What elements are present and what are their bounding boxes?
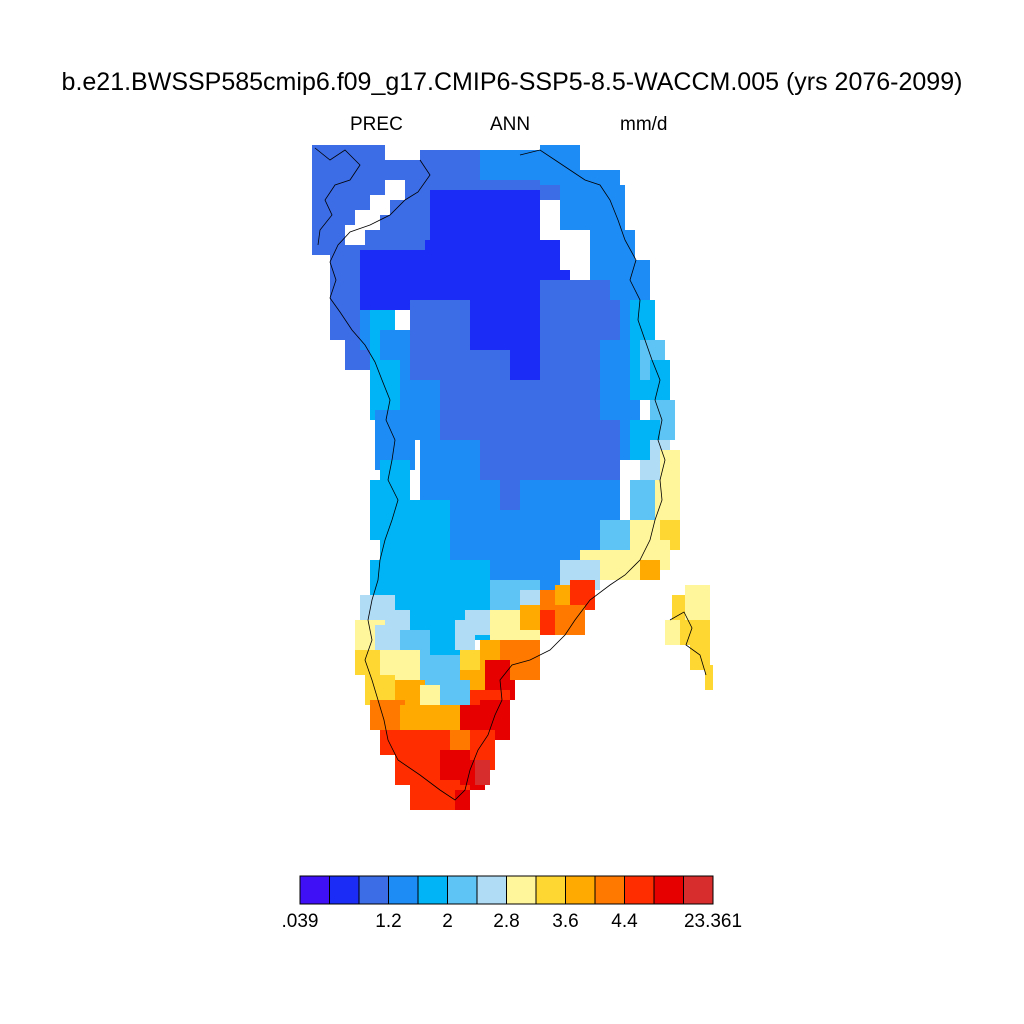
colorbar-swatch xyxy=(447,875,478,905)
colorbar-tick-label: 23.361 xyxy=(683,911,743,932)
colorbar xyxy=(299,875,714,905)
precip-cell xyxy=(475,760,490,785)
precip-cell xyxy=(705,665,713,690)
colorbar-tick-label: 2.8 xyxy=(493,911,520,932)
precip-cell xyxy=(370,700,405,730)
colorbar-tick-label: .039 xyxy=(281,911,319,932)
precip-cell xyxy=(640,560,660,580)
units-label: mm/d xyxy=(620,114,668,135)
colorbar-tick-label: 1.2 xyxy=(375,911,402,932)
precip-cell xyxy=(555,605,585,635)
colorbar-swatch xyxy=(476,875,507,905)
precip-cell xyxy=(600,520,630,550)
colorbar-swatch xyxy=(506,875,537,905)
precip-cell xyxy=(345,225,365,245)
colorbar-swatch xyxy=(329,875,360,905)
precip-cell xyxy=(660,450,680,480)
colorbar-tick-label: 2 xyxy=(442,911,453,932)
coastline xyxy=(314,147,707,801)
precip-cell xyxy=(680,620,710,645)
season-label: ANN xyxy=(490,114,531,135)
precip-cell xyxy=(685,585,710,620)
precip-cell xyxy=(510,650,540,680)
colorbar-swatch xyxy=(683,875,714,905)
colorbar-tick-label: 4.4 xyxy=(611,911,638,932)
precip-cell xyxy=(630,480,655,520)
precip-cell xyxy=(380,730,420,755)
precip-cell xyxy=(400,705,430,730)
colorbar-swatch xyxy=(565,875,596,905)
precip-cell xyxy=(395,580,420,610)
precip-cell xyxy=(430,705,460,730)
colorbar-tick-label: 3.6 xyxy=(552,911,579,932)
colorbar-swatch xyxy=(653,875,684,905)
colorbar-swatch xyxy=(299,875,330,905)
precip-field xyxy=(312,145,713,810)
precip-cell xyxy=(455,790,470,810)
variable-label: PREC xyxy=(350,114,403,135)
precip-cell xyxy=(400,380,440,440)
colorbar-swatch xyxy=(358,875,389,905)
colorbar-swatch xyxy=(388,875,419,905)
precip-cell xyxy=(480,150,540,180)
precip-cell xyxy=(655,480,680,520)
colorbar-swatch xyxy=(624,875,655,905)
colorbar-swatch xyxy=(594,875,625,905)
plot-title: b.e21.BWSSP585cmip6.f09_g17.CMIP6-SSP5-8… xyxy=(61,68,963,96)
colorbar-swatch xyxy=(417,875,448,905)
precip-cell xyxy=(672,595,687,620)
colorbar-swatch xyxy=(535,875,566,905)
precip-cell xyxy=(385,180,405,200)
